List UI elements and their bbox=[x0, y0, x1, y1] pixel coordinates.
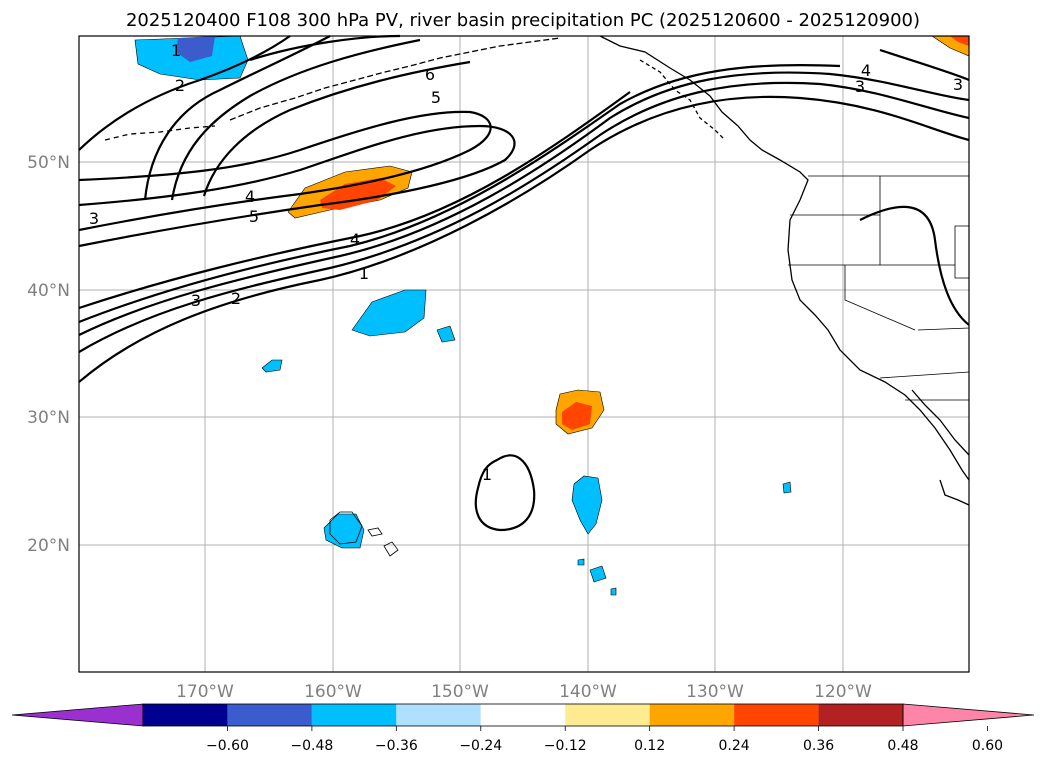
colorbar-tick-label: −0.48 bbox=[290, 738, 333, 754]
contour-label: 5 bbox=[249, 207, 259, 226]
pv-contour-5-north bbox=[202, 60, 471, 197]
pv-contour-2-north bbox=[78, 35, 291, 151]
colorbar-tick-label: 0.60 bbox=[972, 738, 1003, 754]
colorbar-segment bbox=[565, 704, 650, 726]
gridlines bbox=[79, 36, 969, 672]
lon-tick-label: 140°W bbox=[559, 682, 617, 702]
colorbar-extend-low bbox=[11, 703, 144, 727]
lon-tick-label: 170°W bbox=[176, 682, 234, 702]
lon-tick-label: 130°W bbox=[686, 682, 744, 702]
lon-tick-labels: 170°W 160°W 150°W 140°W 130°W 120°W bbox=[176, 682, 872, 702]
pv-contour-2 bbox=[78, 81, 970, 353]
gulf-coastline bbox=[939, 479, 970, 506]
contour-label: 6 bbox=[425, 65, 435, 84]
pv-contour-ridge bbox=[859, 205, 970, 326]
colorbar-frame bbox=[142, 703, 904, 727]
colorbar-segment bbox=[818, 704, 903, 726]
contour-label: 1 bbox=[359, 264, 369, 283]
colorbar-tick-label: 0.12 bbox=[634, 738, 665, 754]
colorbar-segment bbox=[734, 704, 819, 726]
precip-negative-area bbox=[571, 475, 603, 535]
lat-tick-label: 20°N bbox=[27, 536, 70, 556]
contour-label: 4 bbox=[861, 61, 871, 80]
colorbar-tick-label: −0.24 bbox=[459, 738, 502, 754]
precip-negative-area bbox=[577, 558, 585, 566]
map-background bbox=[79, 36, 969, 672]
contour-label: 3 bbox=[191, 291, 201, 310]
contour-labels: 3 3 2 4 5 4 1 2 1 6 5 4 3 3 1 bbox=[89, 41, 963, 484]
colorbar-tick-label: 0.36 bbox=[803, 738, 834, 754]
contour-label: 3 bbox=[855, 77, 865, 96]
contour-label: 4 bbox=[350, 230, 360, 249]
colorbar-segment bbox=[227, 704, 312, 726]
aleutian-chain bbox=[229, 37, 561, 121]
pv-contour-1-north bbox=[143, 35, 331, 201]
colorbar-segment bbox=[480, 704, 566, 726]
state-border bbox=[844, 265, 916, 331]
state-border bbox=[917, 327, 970, 331]
precip-negative-area bbox=[782, 481, 792, 494]
lat-tick-label: 40°N bbox=[27, 281, 70, 301]
precip-negative-area bbox=[436, 325, 456, 343]
map-title: 2025120400 F108 300 hPa PV, river basin … bbox=[126, 10, 920, 31]
precip-negative-area bbox=[610, 587, 617, 596]
colorbar-segment bbox=[396, 704, 481, 726]
colorbar-tick-label: −0.36 bbox=[375, 738, 418, 754]
lon-tick-label: 160°W bbox=[304, 682, 362, 702]
political-boundaries bbox=[788, 175, 970, 401]
colorbar-tick-label: −0.12 bbox=[544, 738, 587, 754]
colorbar-segment bbox=[649, 704, 735, 726]
colorbar-tick-label: 0.24 bbox=[719, 738, 750, 754]
precip-negative-area bbox=[589, 565, 607, 583]
precip-negative-strong-area bbox=[176, 36, 215, 62]
pv-contour-4 bbox=[78, 63, 841, 324]
contour-label: 2 bbox=[175, 76, 185, 95]
colorbar-extend-high bbox=[902, 703, 1035, 727]
colorbar-segment bbox=[143, 704, 228, 726]
contour-label: 3 bbox=[953, 75, 963, 94]
pv-contour-3-east bbox=[879, 48, 970, 82]
pv-contour-closed-1 bbox=[474, 454, 536, 532]
lon-tick-label: 120°W bbox=[814, 682, 872, 702]
contour-label: 1 bbox=[171, 41, 181, 60]
hawaii-island bbox=[383, 541, 399, 557]
precip-positive-strong-area bbox=[562, 402, 592, 430]
contour-label: 4 bbox=[245, 187, 255, 206]
contour-label: 3 bbox=[89, 209, 99, 228]
pv-contour-1 bbox=[78, 95, 970, 383]
hawaii-island bbox=[367, 527, 383, 537]
colorbar-tick-label: 0.48 bbox=[887, 738, 918, 754]
colorbar: −0.60 −0.48 −0.36 −0.24 −0.12 0.12 0.24 0.36 0.4… bbox=[11, 703, 1035, 754]
pv-contour-3-west bbox=[78, 124, 516, 248]
contour-label: 1 bbox=[482, 465, 492, 484]
colorbar-segment bbox=[311, 704, 397, 726]
us-mexico-border bbox=[879, 371, 970, 379]
map-panel: 3 3 2 4 5 4 1 2 1 6 5 4 3 3 1 bbox=[78, 34, 970, 673]
lon-tick-label: 150°W bbox=[431, 682, 489, 702]
lat-tick-labels: 50°N 40°N 30°N 20°N bbox=[27, 153, 70, 556]
aleutian-west bbox=[104, 125, 216, 141]
lat-tick-label: 50°N bbox=[27, 153, 70, 173]
precip-positive-strong-area bbox=[950, 36, 969, 46]
lat-tick-label: 30°N bbox=[27, 408, 70, 428]
pv-contour-5 bbox=[78, 91, 631, 310]
contour-label: 5 bbox=[431, 88, 441, 107]
pv-contour-3 bbox=[78, 71, 970, 336]
precip-negative-area bbox=[323, 513, 365, 549]
pv-contour-4-west bbox=[78, 110, 492, 232]
precip-negative-area bbox=[351, 289, 427, 337]
precip-shading bbox=[134, 35, 970, 596]
contour-label: 2 bbox=[231, 289, 241, 308]
map-frame bbox=[78, 35, 970, 673]
pv-contour-1-north-b bbox=[170, 38, 421, 201]
precip-negative-area bbox=[261, 359, 283, 373]
alaska-panhandle bbox=[639, 59, 726, 141]
colorbar-tick-label: −0.60 bbox=[206, 738, 249, 754]
hawaii-big-island bbox=[329, 511, 363, 545]
